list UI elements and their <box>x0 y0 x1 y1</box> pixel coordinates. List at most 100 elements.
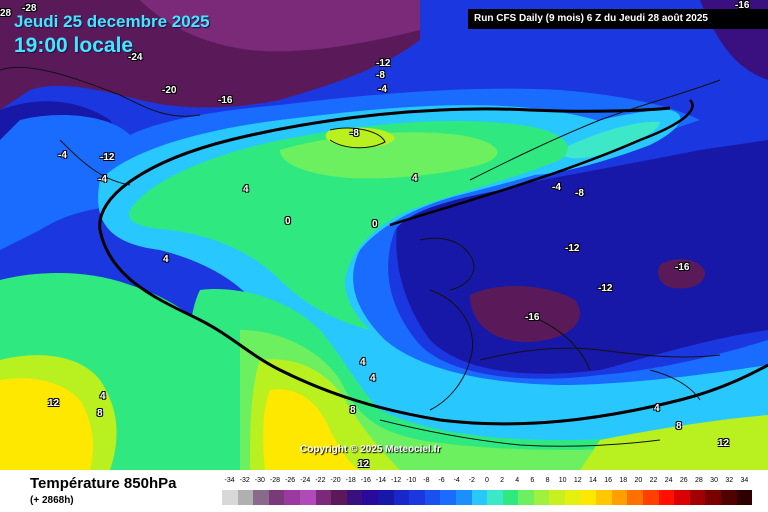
isotherm-label: -16 <box>675 262 690 273</box>
isotherm-label: 0 <box>285 216 291 227</box>
scale-swatch <box>611 490 628 505</box>
scale-tick-label: 34 <box>740 477 749 484</box>
scale-tick-label: 12 <box>573 477 582 484</box>
scale-swatch <box>502 490 519 505</box>
isotherm-label: 8 <box>350 405 356 416</box>
scale-swatch <box>533 490 550 505</box>
scale-ticks: -34 -32 -30 -28 -26 -24 -22 -20 -18 -16 -14 -12 -10-… <box>222 477 752 489</box>
isotherm-label: 12 <box>718 438 730 449</box>
scale-swatch <box>440 490 456 505</box>
cold-core-east <box>658 259 705 289</box>
scale-tick-label: 2 <box>500 477 505 484</box>
scale-swatch <box>736 490 753 505</box>
forecast-time: 19:00 locale <box>14 34 134 57</box>
scale-tick-label: 26 <box>679 477 688 484</box>
isotherm-label: -20 <box>162 85 177 96</box>
scale-swatch <box>393 490 410 505</box>
temperature-map: Jeudi 25 decembre 2025 19:00 locale Run … <box>0 0 768 470</box>
scale-tick-label: -28 <box>269 477 281 484</box>
scale-tick-label: 6 <box>530 477 535 484</box>
isotherm-label: -28 <box>22 3 37 14</box>
scale-swatch <box>565 490 581 505</box>
isotherm-label: 0 <box>372 219 378 230</box>
scale-swatch <box>222 490 238 505</box>
isotherm-label: 4 <box>163 254 169 265</box>
scale-tick-label: 30 <box>710 477 718 484</box>
scale-tick-label: -14 <box>375 477 387 484</box>
scale-swatch <box>455 490 472 505</box>
isotherm-label: -24 <box>128 52 143 63</box>
scale-tick-label: 24 <box>664 477 673 484</box>
isotherm-label: -4 <box>58 150 67 161</box>
band-plus12-west <box>0 378 93 470</box>
isotherm-label: -16 <box>525 312 540 323</box>
scale-tick-label: -32 <box>239 477 250 484</box>
isotherm-label: 8 <box>97 408 103 419</box>
scale-tick-label: -12 <box>391 477 402 484</box>
isotherm-label: -8 <box>350 128 359 139</box>
isotherm-label: 4 <box>412 173 418 184</box>
scale-swatch <box>549 490 566 505</box>
isotherm-label: 4 <box>370 373 376 384</box>
scale-swatch <box>689 490 706 505</box>
legend-title: Température 850hPa <box>30 475 177 492</box>
isotherm-label: 12 <box>48 398 60 409</box>
band-plus8 <box>240 330 768 470</box>
scale-swatch <box>580 490 597 505</box>
scale-swatch <box>409 490 425 505</box>
run-info: Run CFS Daily (9 mois) 6 Z du Jeudi 28 a… <box>468 9 768 29</box>
scale-tick-label: -34 <box>224 477 235 484</box>
scale-swatch <box>658 490 675 505</box>
isotherm-label: -8 <box>575 188 584 199</box>
scale-swatch <box>424 490 441 505</box>
scale-swatch <box>674 490 690 505</box>
legend-subtitle: (+ 2868h) <box>30 495 74 506</box>
scale-swatch <box>643 490 659 505</box>
isotherm-label: -12 <box>565 243 580 254</box>
isotherm-label: -8 <box>376 70 385 81</box>
isotherm-label: 12 <box>358 459 370 470</box>
isotherm-label: -4 <box>378 84 387 95</box>
ridge-scandinavia-core <box>560 121 660 159</box>
scale-tick-label: 32 <box>725 477 734 484</box>
map-canvas <box>0 0 768 470</box>
scale-swatch <box>315 490 332 505</box>
scale-tick-label: 20 <box>634 477 643 484</box>
scale-tick-label: -18 <box>345 477 356 484</box>
isotherm-label: -16 <box>218 95 233 106</box>
scale-tick-label: 18 <box>619 477 628 484</box>
scale-tick-label: 16 <box>604 477 612 484</box>
cold-core-alps <box>470 285 580 343</box>
scale-tick-label: -8 <box>423 477 430 484</box>
legend-footer: Température 850hPa (+ 2868h) -34 -32 -30 -2… <box>0 470 768 512</box>
band-plus6-atlantic <box>280 132 498 179</box>
scale-tick-label: -10 <box>406 477 417 484</box>
scale-tick-label: 10 <box>558 477 567 484</box>
forecast-date: Jeudi 25 decembre 2025 <box>14 12 210 31</box>
scale-swatch <box>377 490 394 505</box>
scale-swatch <box>237 490 254 505</box>
isotherm-label: 4 <box>360 357 366 368</box>
scale-tick-label: -2 <box>468 477 475 484</box>
cold-core-arctic <box>140 0 420 52</box>
coastlines <box>0 66 721 447</box>
isotherm-label: 8 <box>676 421 682 432</box>
band-plus12-africa <box>263 389 360 470</box>
isotherm-label: -4 <box>98 174 107 185</box>
color-scale: -34 -32 -30 -28 -26 -24 -22 -20 -18 -16 -14 -12 -10-… <box>222 477 753 507</box>
isotherm-label: 4 <box>100 391 106 402</box>
scale-tick-label: -26 <box>285 477 296 484</box>
scale-swatch <box>721 490 737 505</box>
scale-tick-label: -20 <box>330 477 341 484</box>
scale-tick-label: 22 <box>649 477 658 484</box>
scale-swatch <box>518 490 534 505</box>
isotherm-label: -12 <box>598 283 613 294</box>
isotherm-zero <box>98 106 768 426</box>
scale-tick-label: -30 <box>254 477 265 484</box>
scale-swatch <box>362 490 378 505</box>
scale-swatch <box>331 490 347 505</box>
band-plus4-atlantic <box>129 120 568 330</box>
scale-tick-label: 4 <box>515 477 520 484</box>
isotherm-zero-north <box>389 99 694 227</box>
isotherm-label: -12 <box>100 152 115 163</box>
